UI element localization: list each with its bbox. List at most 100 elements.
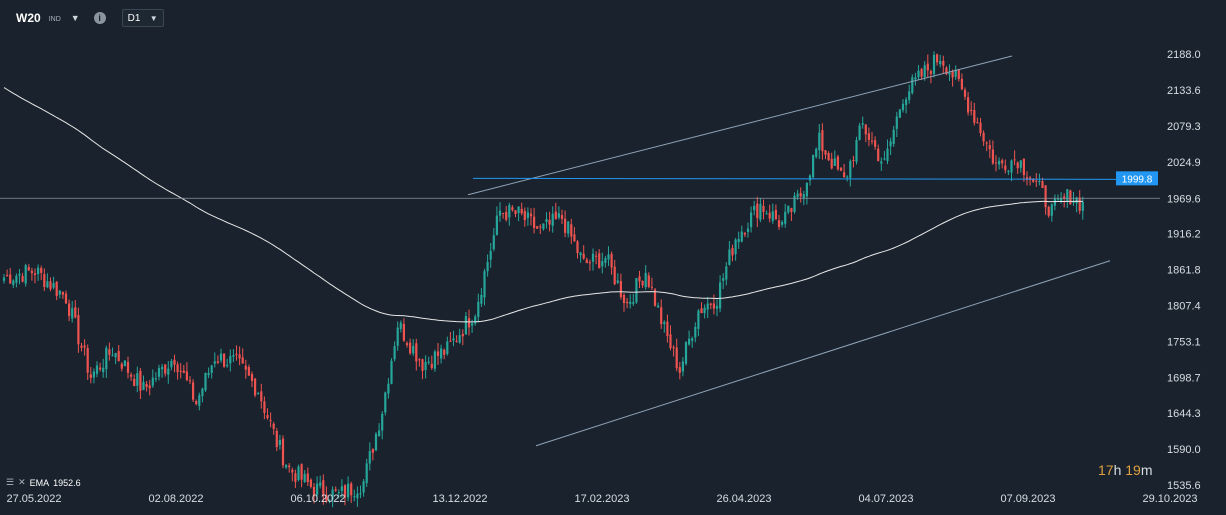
candle-body [99,367,102,370]
candle-body [161,366,164,370]
candle-body [731,247,734,256]
x-tick-label: 29.10.2023 [1142,493,1197,505]
candle-body [604,258,607,263]
candle-body [793,195,796,212]
candle-body [343,485,347,498]
timeframe-label: D1 [127,12,141,24]
candle-body [130,374,133,377]
price-axis-background [1160,0,1226,515]
candle-body [83,345,86,348]
timeframe-selector[interactable]: D1 ▼ [121,9,164,27]
candle-body [440,348,443,359]
candle-body [610,253,613,268]
candle-body [331,489,334,500]
indicator-name: EMA [29,477,50,488]
candle-body [1038,180,1041,182]
candle-body [238,354,241,359]
candle-body [55,281,58,296]
candle-body [728,249,731,265]
candle-body [173,359,176,365]
candle-body [1019,160,1022,168]
candle-body [505,211,508,220]
countdown-minutes: 19 [1125,462,1141,478]
candle-body [790,208,793,212]
candle-body [334,489,337,491]
candle-body [405,343,409,346]
candle-body [650,286,653,288]
candle-body [774,209,777,219]
y-tick-label: 1590.0 [1167,444,1201,456]
candle-body [15,275,18,283]
candle-body [957,70,960,80]
candle-body [740,231,743,242]
candle-body [1029,177,1032,180]
candle-body [715,305,719,309]
candle-body [219,353,223,361]
candle-body [517,206,520,213]
candle-body [139,370,142,391]
candle-body [412,345,415,354]
candle-body [889,141,892,147]
settings-icon[interactable]: ☰ [6,477,15,487]
x-tick-label: 07.09.2023 [1000,493,1055,505]
candle-body [743,233,746,235]
candle-body [632,302,635,304]
candle-body [33,273,37,275]
candle-body [985,142,988,144]
candle-body [861,123,864,125]
candle-body [914,77,917,80]
candle-body [260,391,263,402]
candle-body [6,275,9,277]
candle-body [176,364,179,373]
candle-body [210,365,213,373]
candle-body [502,212,505,214]
candle-body [607,254,610,260]
candle-body [936,54,939,63]
candle-body [746,228,750,232]
candle-body [864,124,867,135]
candle-body [402,324,405,341]
symbol-name[interactable]: W20 [16,11,41,25]
candle-body [694,326,697,338]
candle-body [95,365,99,374]
candle-body [619,281,622,298]
candle-body [337,492,340,494]
candle-body [421,359,424,371]
candle-body [498,210,502,216]
candle-body [430,363,433,368]
chevron-down-icon: ▼ [149,13,158,23]
candle-body [508,204,511,218]
candle-body [712,303,715,309]
candle-body [371,448,374,453]
candle-body [709,303,712,305]
candle-body [653,289,657,306]
candle-body [49,281,52,290]
candle-body [697,310,700,329]
candle-body [976,122,979,124]
candle-body [61,291,64,295]
candle-body [350,483,353,496]
candle-body [681,361,684,372]
symbol-dropdown-icon[interactable]: ▼ [70,13,80,23]
candle-body [396,327,399,346]
candle-body [660,307,663,325]
candle-body [46,281,49,288]
candle-body [973,110,976,123]
candle-body [393,346,396,360]
candle-body [833,158,836,166]
candle-body [471,323,474,326]
candle-body [901,103,905,111]
candle-body [570,224,573,237]
candle-body [626,301,629,304]
candle-body [551,213,554,226]
candle-body [719,282,722,309]
candle-body [1060,197,1063,202]
candle-body [241,357,244,364]
candle-body [223,353,226,367]
candle-body [390,360,393,384]
info-icon[interactable]: i [93,12,106,24]
close-icon[interactable]: ✕ [18,477,26,487]
candle-body [164,364,167,374]
candle-body [1035,180,1038,182]
